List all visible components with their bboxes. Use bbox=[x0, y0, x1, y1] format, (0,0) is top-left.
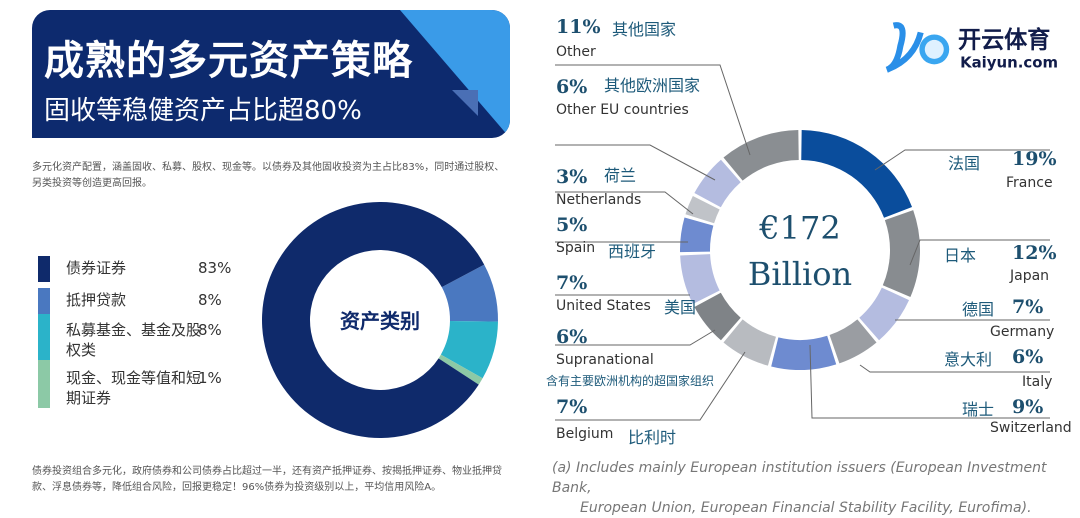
total-value: €172 bbox=[759, 209, 841, 247]
cn-label: 法国 bbox=[948, 154, 981, 173]
pct-label: 19% bbox=[1012, 148, 1057, 170]
en-label: France bbox=[1006, 175, 1053, 191]
legend-label: 私募基金、基金及股权类 bbox=[66, 321, 202, 359]
pct-label: 7% bbox=[1012, 296, 1044, 318]
en-label: Germany bbox=[990, 324, 1055, 340]
leader-line bbox=[874, 149, 1050, 171]
title-banner: 成熟的多元资产策略 固收等稳健资产占比超80% bbox=[32, 10, 510, 138]
donut-center-total: €172 Billion bbox=[700, 205, 900, 297]
pct-label: 3% bbox=[556, 166, 588, 188]
cn-label: 其他欧洲国家 bbox=[604, 76, 701, 95]
pct-label: 7% bbox=[556, 396, 588, 418]
country-donut bbox=[680, 130, 920, 370]
footnote-line-1: (a) Includes mainly European institution… bbox=[552, 460, 1047, 496]
leader-line bbox=[555, 329, 716, 346]
kaiyun-logo: 开云体育 Kaiyun.com bbox=[885, 22, 1058, 73]
en-label: Other bbox=[556, 44, 596, 60]
donut-segment-2 bbox=[440, 320, 498, 379]
en-label: Spain bbox=[556, 240, 596, 256]
legend-swatch bbox=[38, 360, 50, 408]
legend-value: 83% bbox=[198, 259, 232, 277]
legend-swatch bbox=[38, 256, 50, 282]
donut-segment-other-eu-countries bbox=[694, 159, 741, 208]
leader-line bbox=[555, 191, 694, 215]
donut-segment-japan bbox=[882, 210, 920, 298]
cn-label: 意大利 bbox=[944, 350, 993, 369]
donut-segment-france bbox=[801, 130, 913, 218]
footnote: (a) Includes mainly European institution… bbox=[552, 458, 1080, 518]
donut-segment-supranational bbox=[694, 292, 741, 341]
donut-segment-united-states bbox=[680, 254, 720, 305]
en-label: Switzerland bbox=[990, 420, 1072, 436]
leader-line bbox=[859, 364, 1050, 373]
legend-value: 1% bbox=[198, 369, 222, 387]
legend-swatch bbox=[38, 288, 50, 314]
logo-text-cn: 开云体育 bbox=[958, 26, 1050, 53]
donut-center-label: 资产类别 bbox=[340, 309, 420, 333]
total-unit: Billion bbox=[747, 255, 853, 293]
legend-label: 债券证券 bbox=[66, 259, 127, 277]
cn-label: 西班牙 bbox=[608, 242, 657, 261]
pct-label: 5% bbox=[556, 214, 588, 236]
legend-label: 抵押贷款 bbox=[66, 291, 127, 309]
en-label: United States bbox=[556, 298, 651, 314]
logo-text-en: Kaiyun.com bbox=[960, 54, 1058, 72]
donut-segment-3 bbox=[438, 354, 483, 385]
pct-label: 6% bbox=[1012, 346, 1044, 368]
donut-segment-germany bbox=[859, 287, 910, 341]
banner-triangle bbox=[452, 90, 478, 116]
donut-segment-spain bbox=[680, 217, 714, 253]
donut-segment-switzerland bbox=[771, 335, 837, 370]
legend-value: 8% bbox=[198, 321, 222, 339]
cn-label: 日本 bbox=[944, 246, 977, 265]
cn-label: 比利时 bbox=[628, 428, 677, 447]
en-label: Italy bbox=[1022, 374, 1053, 390]
donut-segment-belgium bbox=[723, 319, 776, 366]
pct-label: 7% bbox=[556, 272, 588, 294]
legend-swatch bbox=[38, 314, 50, 364]
donut-segment-0 bbox=[262, 202, 485, 438]
footnote-line-2: European Union, European Financial Stabi… bbox=[580, 500, 1032, 516]
page-title: 成熟的多元资产策略 bbox=[44, 38, 413, 84]
pct-label: 11% bbox=[556, 16, 601, 38]
page-subtitle: 固收等稳健资产占比超80% bbox=[44, 96, 362, 126]
leader-line bbox=[809, 344, 1050, 419]
cn-label: 德国 bbox=[962, 300, 995, 319]
cn-label: 美国 bbox=[664, 298, 697, 317]
leader-line bbox=[909, 239, 1050, 266]
banner-decoration bbox=[400, 10, 510, 138]
donut-segment-italy bbox=[829, 319, 877, 364]
donut-segment-netherlands bbox=[685, 195, 720, 224]
en-label: Belgium bbox=[556, 426, 614, 442]
donut-segment-1 bbox=[441, 264, 498, 322]
cn-label: 荷兰 bbox=[604, 166, 637, 185]
cn-label: 含有主要欧洲机构的超国家组织 bbox=[546, 374, 715, 388]
footer-text: 债券投资组合多元化，政府债券和公司债券占比超过一半，还有资产抵押证券、按揭抵押证… bbox=[32, 466, 502, 493]
legend-value: 8% bbox=[198, 291, 222, 309]
legend-label: 现金、现金等值和短期证券 bbox=[66, 369, 202, 407]
en-label: Japan bbox=[1010, 268, 1050, 284]
cn-label: 其他国家 bbox=[612, 20, 677, 39]
pct-label: 6% bbox=[556, 76, 588, 98]
cn-label: 瑞士 bbox=[962, 400, 995, 419]
pct-label: 9% bbox=[1012, 396, 1044, 418]
intro-text: 多元化资产配置，涵盖固收、私募、股权、现金等。以债券及其他固收投资为主占比83%… bbox=[32, 162, 505, 189]
en-label: Netherlands bbox=[556, 192, 642, 208]
leader-line bbox=[555, 64, 751, 156]
asset-class-donut bbox=[262, 202, 498, 438]
leader-line bbox=[555, 351, 746, 421]
pct-label: 6% bbox=[556, 326, 588, 348]
donut-segment-other bbox=[723, 130, 799, 181]
leader-line bbox=[555, 144, 716, 181]
en-label: Supranational bbox=[556, 352, 654, 368]
en-label: Other EU countries bbox=[556, 102, 689, 118]
pct-label: 12% bbox=[1012, 242, 1057, 264]
